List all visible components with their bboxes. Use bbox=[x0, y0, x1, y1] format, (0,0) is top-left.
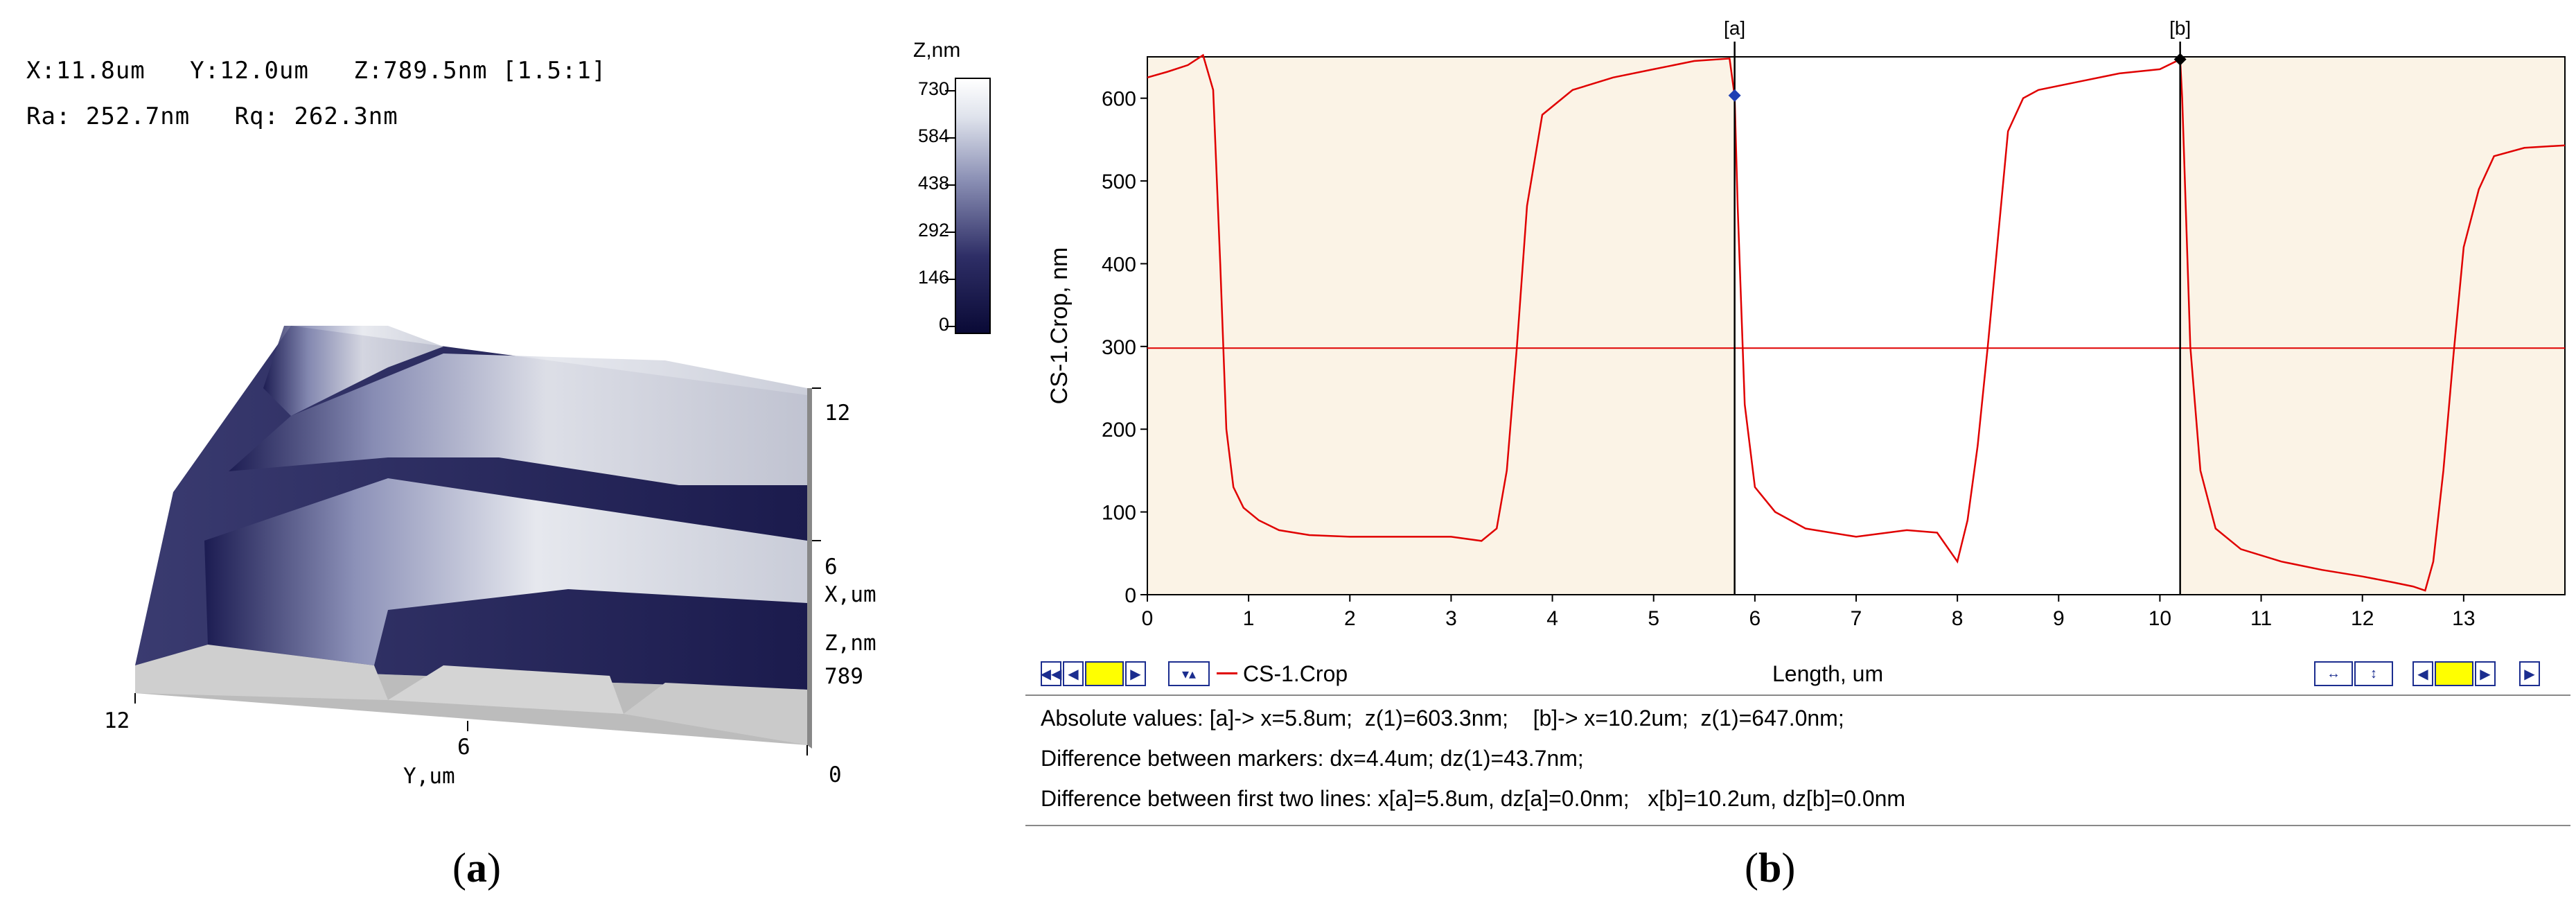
y-tick-label: 300 bbox=[1102, 336, 1136, 359]
scroll-left-button[interactable]: ◀ bbox=[2412, 661, 2433, 686]
ridge-3 bbox=[263, 326, 443, 416]
x-tick-label: 8 bbox=[1952, 607, 1964, 630]
colorbar-tick-label: 146 bbox=[917, 267, 949, 288]
x-tick-label: 0 bbox=[1142, 607, 1154, 630]
scroll-right-button[interactable]: ▶ bbox=[2475, 661, 2496, 686]
z-axis-min: 0 bbox=[829, 762, 842, 787]
y-tick-label: 200 bbox=[1102, 419, 1136, 442]
y-axis-max: 12 bbox=[104, 708, 130, 733]
y-axis-title: CS-1.Crop, nm bbox=[1046, 247, 1073, 405]
y-axis-label: Y,um bbox=[403, 764, 455, 789]
x-tick-label: 10 bbox=[2149, 607, 2171, 630]
h-zoom-button[interactable]: ↔ bbox=[2314, 661, 2353, 686]
z-axis-label: Z,nm bbox=[824, 631, 876, 656]
x-tick-label: 2 bbox=[1344, 607, 1356, 630]
marker-point[interactable] bbox=[2173, 53, 2187, 66]
scroll-thumb[interactable] bbox=[2435, 661, 2473, 686]
surface-right-edge bbox=[807, 388, 812, 749]
line-difference-line: Difference between first two lines: x[a]… bbox=[1041, 786, 1906, 811]
x-axis-title: Length, um bbox=[1772, 661, 1884, 686]
colorbar-tick bbox=[945, 232, 955, 233]
scroll-end-button[interactable]: ▶ bbox=[2519, 661, 2540, 686]
series-cs1-crop bbox=[1147, 53, 2566, 592]
profile-panel: 0 100 200 300 400 500 600 0 1 2 3 4 5 6 7 8 9 10 11 12 13 [… bbox=[1025, 0, 2576, 917]
y-tick-label: 500 bbox=[1102, 171, 1136, 193]
prev-button[interactable]: ◀ bbox=[1063, 661, 1084, 686]
colorbar-tick-label: 292 bbox=[917, 220, 949, 241]
x-tick-label: 4 bbox=[1546, 607, 1558, 630]
series-toggle-button[interactable]: ▾▴ bbox=[1168, 661, 1210, 686]
marker-label: [a] bbox=[1724, 17, 1745, 39]
current-slot-button[interactable] bbox=[1085, 661, 1124, 686]
series-legend-label: CS-1.Crop bbox=[1243, 661, 1348, 686]
colorbar-tick bbox=[945, 326, 955, 327]
roughness-readout: Ra: 252.7nm Rq: 262.3nm bbox=[26, 103, 398, 130]
shaded-region bbox=[2180, 57, 2565, 595]
x-tick-label: 3 bbox=[1445, 607, 1457, 630]
z-colorbar bbox=[955, 78, 991, 334]
colorbar-tick-label: 0 bbox=[938, 314, 949, 335]
profile-toolbar: ◀◀ ◀ ▶ ▾▴ CS-1.Crop Length, um ↔ ↕ ◀ ▶ ▶ bbox=[1041, 657, 2565, 693]
next-button[interactable]: ▶ bbox=[1125, 661, 1146, 686]
caption-a: (a) bbox=[452, 845, 501, 891]
caption-b: (b) bbox=[1745, 845, 1796, 891]
colorbar-tick bbox=[945, 90, 955, 91]
y-tick-label: 400 bbox=[1102, 253, 1136, 276]
colorbar-tick bbox=[945, 279, 955, 280]
x-tick-label: 1 bbox=[1243, 607, 1255, 630]
x-axis-mid: 6 bbox=[824, 554, 838, 579]
base-front-face-2 bbox=[388, 665, 624, 714]
colorbar-title: Z,nm bbox=[913, 39, 961, 62]
marker-label: [b] bbox=[2169, 17, 2191, 39]
y-tick-label: 100 bbox=[1102, 502, 1136, 525]
y-tick-label: 600 bbox=[1102, 88, 1136, 111]
x-axis-max: 12 bbox=[824, 401, 851, 426]
x-axis-label: X,um bbox=[824, 582, 876, 607]
xyz-readout: X:11.8um Y:12.0um Z:789.5nm [1.5:1] bbox=[26, 57, 607, 85]
y-tick-label: 0 bbox=[1124, 584, 1136, 607]
ridge-1 bbox=[204, 478, 807, 665]
x-tick-label: 11 bbox=[2250, 607, 2272, 630]
x-tick-label: 9 bbox=[2053, 607, 2065, 630]
colorbar-tick bbox=[945, 184, 955, 186]
colorbar-tick-label: 438 bbox=[917, 173, 949, 193]
z-axis-max: 789 bbox=[824, 664, 863, 689]
v-zoom-button[interactable]: ↕ bbox=[2354, 661, 2393, 686]
first-page-button[interactable]: ◀◀ bbox=[1041, 661, 1061, 686]
afm-surface-3d bbox=[134, 326, 821, 756]
colorbar-tick-label: 730 bbox=[917, 78, 949, 99]
x-tick-label: 12 bbox=[2351, 607, 2374, 630]
afm-3d-panel: X:11.8um Y:12.0um Z:789.5nm [1.5:1] Ra: … bbox=[0, 0, 1025, 917]
absolute-values-line: Absolute values: [a]-> x=5.8um; z(1)=603… bbox=[1041, 706, 1844, 731]
base-front-face bbox=[135, 645, 388, 700]
x-tick-label: 5 bbox=[1648, 607, 1659, 630]
colorbar-tick-label: 584 bbox=[917, 125, 949, 146]
colorbar-tick bbox=[945, 137, 955, 139]
x-tick-label: 6 bbox=[1749, 607, 1761, 630]
x-tick-label: 13 bbox=[2452, 607, 2475, 630]
marker-difference-line: Difference between markers: dx=4.4um; dz… bbox=[1041, 746, 1584, 771]
shaded-region bbox=[1147, 57, 1735, 595]
measurement-info-box: Absolute values: [a]-> x=5.8um; z(1)=603… bbox=[1025, 695, 2570, 826]
y-axis-mid: 6 bbox=[457, 735, 470, 760]
base-front-face-3 bbox=[624, 683, 807, 745]
series-legend-swatch bbox=[1217, 672, 1237, 674]
x-tick-label: 7 bbox=[1851, 607, 1862, 630]
marker-point[interactable] bbox=[1728, 89, 1741, 102]
ridge-2 bbox=[229, 353, 807, 485]
